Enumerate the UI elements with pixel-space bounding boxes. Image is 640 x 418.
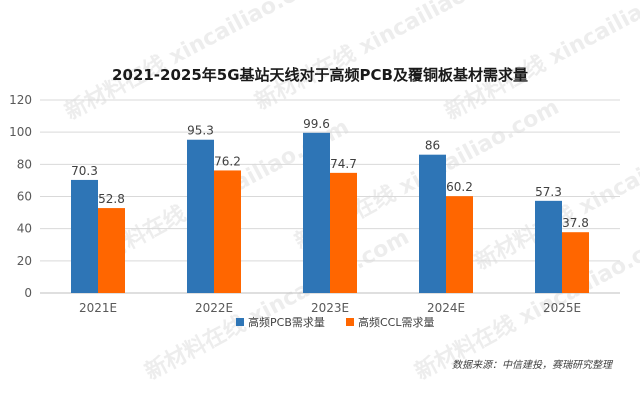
bar	[71, 179, 98, 293]
data-label: 57.3	[535, 185, 562, 199]
data-label: 95.3	[187, 124, 214, 138]
y-tick-label: 0	[24, 286, 32, 300]
y-tick-label: 20	[17, 254, 32, 268]
legend-swatch	[346, 318, 354, 326]
data-label: 70.3	[71, 164, 98, 178]
x-tick-label: 2024E	[427, 301, 465, 315]
x-axis: 2021E 2022E 2023E 2024E 2025E	[79, 301, 581, 315]
watermark-text: 新材料在线 xincailiao.com	[61, 0, 334, 125]
legend-swatch	[236, 318, 244, 326]
data-label: 76.2	[214, 154, 241, 168]
y-axis: 0 20 40 60 80 100 120	[9, 93, 32, 300]
bar	[535, 200, 562, 293]
legend-label: 高频CCL需求量	[358, 315, 435, 329]
x-tick-label: 2021E	[79, 301, 117, 315]
bar	[419, 154, 446, 293]
y-tick-label: 120	[9, 93, 32, 107]
y-tick-label: 80	[17, 157, 32, 171]
x-tick-label: 2023E	[311, 301, 349, 315]
bar	[303, 132, 330, 293]
data-label: 74.7	[330, 157, 357, 171]
bar	[187, 139, 214, 293]
bar	[446, 196, 473, 293]
y-tick-label: 100	[9, 125, 32, 139]
x-tick-label: 2022E	[195, 301, 233, 315]
data-label: 52.8	[98, 192, 125, 206]
legend-label: 高频PCB需求量	[248, 315, 325, 329]
bar	[562, 232, 589, 293]
bar	[214, 170, 241, 293]
data-label: 86	[425, 139, 440, 153]
watermark-text: 新材料在线 xincailiao.com	[141, 224, 414, 385]
data-label: 37.8	[562, 216, 589, 230]
x-tick-label: 2025E	[543, 301, 581, 315]
bar	[98, 208, 125, 293]
data-label: 99.6	[303, 117, 330, 131]
data-label: 60.2	[446, 180, 473, 194]
source-note: 数据来源：中信建投，赛瑞研究整理	[452, 359, 614, 371]
y-tick-label: 60	[17, 190, 32, 204]
bars: 70.352.8 95.3 76.2 99.6 74.7 86 60.2 57.3 37.8	[71, 117, 589, 293]
chart-title: 2021-2025年5G基站天线对于高频PCB及覆铜板基材需求量	[112, 66, 528, 84]
y-tick-label: 40	[17, 222, 32, 236]
bar	[330, 172, 357, 293]
legend: 高频PCB需求量 高频CCL需求量	[236, 315, 435, 329]
